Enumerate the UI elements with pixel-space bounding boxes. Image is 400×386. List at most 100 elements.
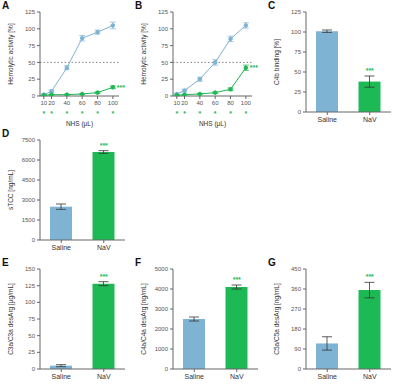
- svg-text:Saline: Saline: [318, 373, 338, 380]
- svg-text:*: *: [81, 110, 84, 117]
- svg-text:*: *: [244, 110, 247, 117]
- svg-text:0: 0: [165, 366, 169, 372]
- svg-text:***: ***: [250, 64, 258, 71]
- svg-text:*: *: [175, 110, 178, 117]
- svg-text:100: 100: [291, 29, 302, 35]
- svg-text:Saline: Saline: [185, 373, 205, 380]
- svg-text:Hemolytic activity [%]: Hemolytic activity [%]: [140, 23, 148, 85]
- html-text:F: F: [135, 257, 142, 268]
- svg-text:NaV: NaV: [230, 373, 244, 380]
- svg-text:125: 125: [291, 9, 302, 15]
- svg-text:100: 100: [25, 299, 36, 305]
- svg-text:***: ***: [100, 142, 108, 149]
- html-text:D: D: [2, 128, 10, 139]
- svg-text:*: *: [183, 110, 186, 117]
- svg-text:50: 50: [161, 60, 168, 66]
- svg-text:80: 80: [94, 100, 101, 106]
- svg-text:*: *: [96, 110, 99, 117]
- svg-text:90: 90: [294, 346, 301, 352]
- svg-text:3000: 3000: [155, 306, 169, 312]
- svg-text:NaV: NaV: [97, 373, 111, 380]
- svg-text:10: 10: [173, 100, 180, 106]
- svg-text:2000: 2000: [155, 326, 169, 332]
- svg-text:***: ***: [117, 84, 125, 91]
- svg-text:10: 10: [40, 100, 47, 106]
- svg-text:*: *: [50, 110, 53, 117]
- svg-text:20: 20: [181, 100, 188, 106]
- svg-text:125: 125: [25, 283, 36, 289]
- svg-text:100: 100: [25, 26, 36, 32]
- svg-text:450: 450: [291, 266, 302, 272]
- html-text:G: G: [268, 257, 276, 268]
- svg-text:25: 25: [28, 349, 35, 355]
- html-text:C: C: [268, 0, 276, 11]
- html-text:B: B: [135, 0, 143, 11]
- svg-text:25: 25: [28, 76, 35, 82]
- svg-text:60: 60: [79, 100, 86, 106]
- svg-text:180: 180: [291, 326, 302, 332]
- svg-text:Saline: Saline: [52, 244, 72, 251]
- svg-text:75: 75: [161, 43, 168, 49]
- svg-text:100: 100: [241, 100, 252, 106]
- svg-text:1500: 1500: [22, 217, 36, 223]
- svg-text:80: 80: [227, 100, 234, 106]
- svg-text:*: *: [42, 110, 45, 117]
- svg-text:NHS (μL): NHS (μL): [66, 120, 93, 128]
- svg-text:60: 60: [212, 100, 219, 106]
- svg-text:4500: 4500: [22, 177, 36, 183]
- svg-text:*: *: [111, 110, 114, 117]
- svg-text:*: *: [65, 110, 68, 117]
- svg-text:Hemolytic activity [%]: Hemolytic activity [%]: [8, 23, 15, 85]
- svg-text:C3a/C3a desArg [μg/mL]: C3a/C3a desArg [μg/mL]: [8, 283, 15, 355]
- svg-text:75: 75: [28, 43, 35, 49]
- svg-text:0: 0: [32, 237, 36, 243]
- svg-text:3000: 3000: [22, 197, 36, 203]
- svg-text:0: 0: [298, 109, 302, 115]
- svg-text:6000: 6000: [22, 157, 36, 163]
- svg-text:***: ***: [366, 273, 374, 280]
- svg-text:100: 100: [108, 100, 119, 106]
- svg-text:C5a/C5a desArg [ng/mL]: C5a/C5a desArg [ng/mL]: [273, 283, 281, 355]
- svg-text:125: 125: [158, 9, 169, 15]
- svg-text:0: 0: [298, 366, 302, 372]
- svg-text:5000: 5000: [155, 266, 169, 272]
- svg-text:7500: 7500: [22, 137, 36, 143]
- svg-text:***: ***: [366, 67, 374, 74]
- svg-text:NaV: NaV: [97, 244, 111, 251]
- svg-text:50: 50: [294, 69, 301, 75]
- svg-text:40: 40: [64, 100, 71, 106]
- svg-text:C4b binding [%]: C4b binding [%]: [273, 39, 281, 85]
- svg-text:NaV: NaV: [363, 373, 377, 380]
- svg-text:50: 50: [28, 333, 35, 339]
- svg-text:C4a/C4a desArg [ng/mL]: C4a/C4a desArg [ng/mL]: [140, 283, 148, 355]
- svg-text:40: 40: [197, 100, 204, 106]
- svg-text:Saline: Saline: [52, 373, 72, 380]
- svg-text:*: *: [229, 110, 232, 117]
- html-text:A: A: [2, 0, 10, 11]
- svg-text:125: 125: [25, 9, 36, 15]
- svg-text:4000: 4000: [155, 286, 169, 292]
- svg-text:*: *: [214, 110, 217, 117]
- svg-text:Saline: Saline: [318, 116, 338, 123]
- svg-text:50: 50: [28, 60, 35, 66]
- svg-text:150: 150: [25, 266, 36, 272]
- svg-text:sTCC [ng/mL]: sTCC [ng/mL]: [8, 170, 15, 210]
- svg-text:***: ***: [233, 276, 241, 283]
- svg-text:25: 25: [294, 89, 301, 95]
- svg-text:20: 20: [48, 100, 55, 106]
- svg-text:0: 0: [165, 93, 169, 99]
- svg-text:100: 100: [158, 26, 169, 32]
- svg-text:*: *: [198, 110, 201, 117]
- svg-text:0: 0: [32, 93, 36, 99]
- svg-text:75: 75: [28, 316, 35, 322]
- svg-text:0: 0: [32, 366, 36, 372]
- svg-text:***: ***: [100, 273, 108, 280]
- svg-text:270: 270: [291, 306, 302, 312]
- svg-text:1000: 1000: [155, 346, 169, 352]
- svg-text:NHS (μL): NHS (μL): [199, 120, 226, 128]
- svg-text:75: 75: [294, 49, 301, 55]
- svg-text:NaV: NaV: [363, 116, 377, 123]
- svg-text:25: 25: [161, 76, 168, 82]
- html-text:E: E: [2, 257, 9, 268]
- svg-text:360: 360: [291, 286, 302, 292]
